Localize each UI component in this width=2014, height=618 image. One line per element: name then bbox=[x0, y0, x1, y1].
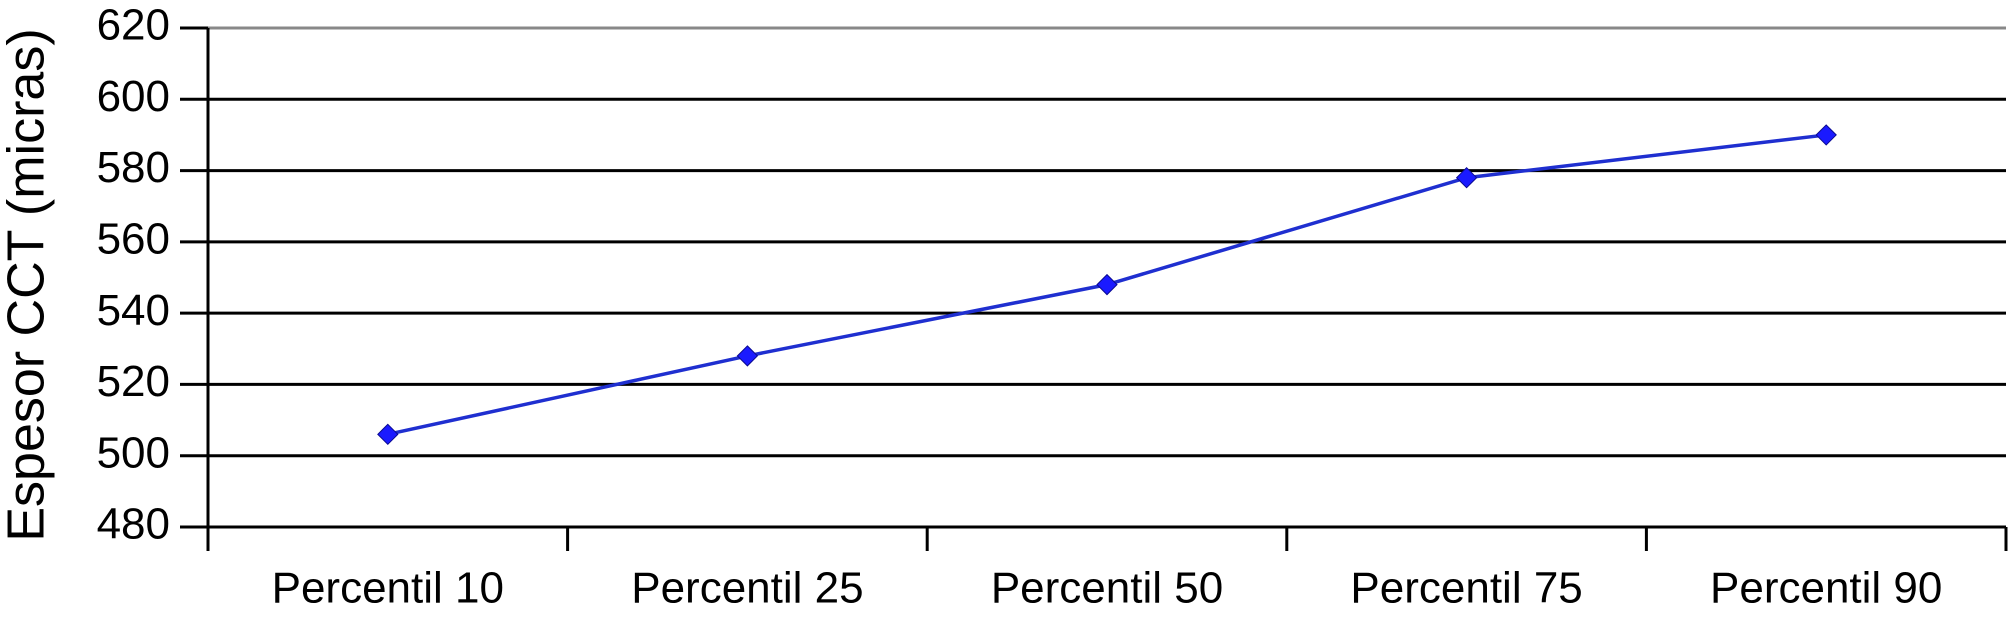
y-tick-label: 560 bbox=[97, 214, 170, 263]
data-point bbox=[1455, 166, 1478, 189]
data-point bbox=[736, 345, 759, 367]
y-tick-label: 600 bbox=[97, 72, 170, 121]
y-tick-label: 540 bbox=[97, 286, 170, 335]
y-tick-label: 520 bbox=[97, 357, 170, 406]
x-tick-label: Percentil 10 bbox=[272, 564, 504, 613]
y-tick-label: 620 bbox=[97, 1, 170, 50]
y-axis-title: Espesor CCT (micras) bbox=[0, 28, 56, 541]
y-tick-label: 480 bbox=[97, 500, 170, 549]
x-tick-label: Percentil 75 bbox=[1350, 564, 1582, 613]
y-tick-label: 580 bbox=[97, 143, 170, 192]
data-point bbox=[1815, 124, 1837, 146]
data-point bbox=[377, 423, 399, 446]
x-tick-label: Percentil 25 bbox=[631, 564, 863, 613]
x-tick-label: Percentil 90 bbox=[1710, 564, 1942, 613]
data-point bbox=[1096, 273, 1118, 296]
x-tick-label: Percentil 50 bbox=[991, 564, 1223, 613]
y-tick-label: 500 bbox=[97, 428, 170, 477]
